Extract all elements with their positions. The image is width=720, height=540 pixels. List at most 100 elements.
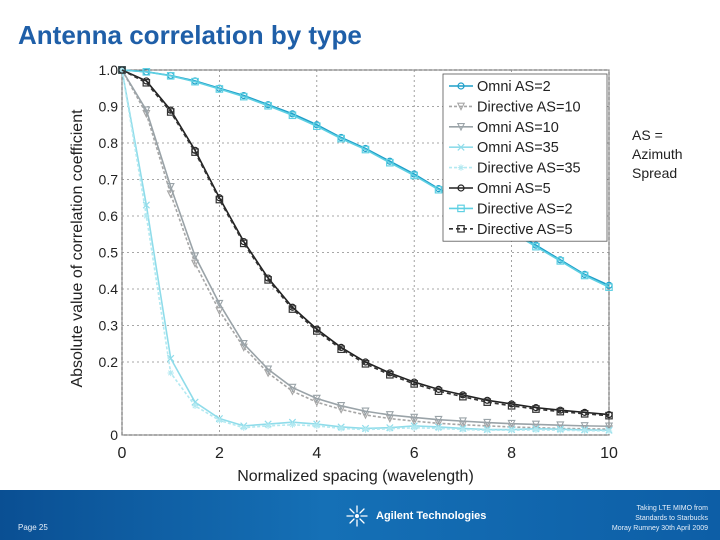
data-point	[456, 123, 466, 132]
series-line	[121, 69, 610, 428]
agilent-brand: Agilent Technologies	[346, 505, 487, 527]
data-point	[142, 68, 151, 76]
y-axis-label: Absolute value of correlation coefficien…	[69, 109, 86, 388]
data-point	[215, 299, 224, 309]
legend-entry: Directive AS=35	[477, 161, 581, 177]
series-line	[121, 69, 610, 432]
note-line: AS =	[632, 127, 663, 143]
data-point	[457, 204, 465, 213]
y-tick-label: 0.3	[99, 318, 119, 334]
data-point	[434, 415, 443, 425]
data-point	[143, 212, 150, 220]
agilent-spark-icon	[346, 505, 368, 527]
data-point	[483, 398, 492, 406]
legend-entry: Omni AS=2	[477, 79, 551, 95]
data-point	[190, 252, 200, 261]
data-point	[215, 195, 224, 204]
data-point	[386, 158, 394, 167]
data-point	[507, 419, 516, 429]
data-point	[288, 383, 297, 392]
data-point	[410, 171, 419, 180]
data-point	[312, 394, 321, 403]
footer-credit-line: Taking LTE MIMO from	[636, 505, 708, 512]
data-point	[264, 365, 273, 374]
y-tick-label: 0.9	[99, 99, 119, 115]
data-point	[458, 417, 467, 426]
data-point	[166, 183, 175, 192]
data-point	[605, 411, 613, 420]
x-tick-label: 8	[507, 445, 516, 462]
data-point	[580, 410, 589, 418]
data-point	[483, 418, 492, 428]
data-point	[361, 360, 370, 368]
x-tick-label: 0	[118, 445, 127, 462]
data-point	[240, 424, 247, 431]
slide-title: Antenna correlation by type	[18, 20, 362, 50]
data-point	[459, 392, 467, 401]
x-axis-label: Normalized spacing (wavelength)	[237, 468, 474, 485]
data-point	[457, 184, 465, 192]
y-tick-label: 0.6	[99, 208, 119, 224]
azimuth-spread-note: AS = Azimuth Spread	[632, 126, 683, 183]
data-point	[239, 339, 248, 349]
data-point	[386, 425, 394, 432]
data-point	[605, 283, 613, 291]
data-point	[215, 85, 224, 93]
legend-box	[442, 73, 608, 242]
data-point	[166, 72, 175, 80]
legend-entry: Omni AS=5	[477, 181, 551, 197]
data-point	[264, 422, 272, 430]
y-tick-label: 1.0	[99, 62, 119, 78]
y-tick-label: 0.8	[99, 135, 119, 151]
data-point	[410, 380, 419, 388]
data-point	[385, 411, 394, 420]
x-tick-label: 10	[600, 445, 618, 462]
data-point	[239, 239, 248, 248]
series-directive-as-5	[118, 66, 613, 420]
data-point	[337, 425, 345, 432]
data-point	[118, 66, 126, 74]
data-point	[580, 422, 589, 431]
series-line	[121, 69, 610, 416]
data-point	[362, 426, 369, 433]
data-point	[434, 387, 443, 396]
data-point	[191, 402, 199, 409]
y-tick-label: 0.2	[99, 354, 119, 370]
data-point	[459, 426, 467, 433]
data-point	[457, 82, 465, 90]
series-directive-as-35	[118, 66, 613, 435]
data-point	[581, 427, 588, 434]
data-point	[313, 122, 321, 131]
data-point	[191, 77, 199, 86]
data-point	[313, 327, 321, 335]
note-line: Azimuth	[632, 146, 683, 162]
y-tick-label: 0.5	[99, 245, 119, 261]
data-point	[361, 145, 370, 154]
data-point	[288, 305, 297, 313]
data-point	[532, 426, 540, 434]
correlation-chart: 0 2 4 6 8 10 0 0.2 0.3 0.4 0.5 0.6 0.7 0.8 0.9 1.0 Norma…	[69, 62, 618, 485]
x-tick-label: 4	[312, 445, 321, 462]
data-point	[411, 424, 418, 431]
data-point	[456, 102, 466, 111]
data-point	[142, 78, 151, 87]
legend-entry: Directive AS=2	[477, 201, 573, 217]
data-point	[556, 421, 565, 430]
data-point	[239, 92, 248, 101]
brand-name: Agilent Technologies	[376, 510, 487, 522]
data-point	[167, 354, 175, 362]
data-point	[435, 425, 442, 432]
data-point	[556, 407, 565, 416]
data-point	[142, 106, 151, 115]
x-tick-label: 2	[215, 445, 224, 462]
data-point	[410, 413, 419, 422]
data-point	[288, 111, 297, 120]
legend-entry: Omni AS=35	[477, 140, 559, 156]
data-point	[289, 421, 296, 428]
data-point	[337, 134, 345, 143]
data-point	[434, 185, 443, 194]
data-point	[264, 276, 272, 284]
data-point	[167, 369, 174, 377]
data-point	[142, 201, 150, 209]
data-point	[386, 370, 394, 379]
